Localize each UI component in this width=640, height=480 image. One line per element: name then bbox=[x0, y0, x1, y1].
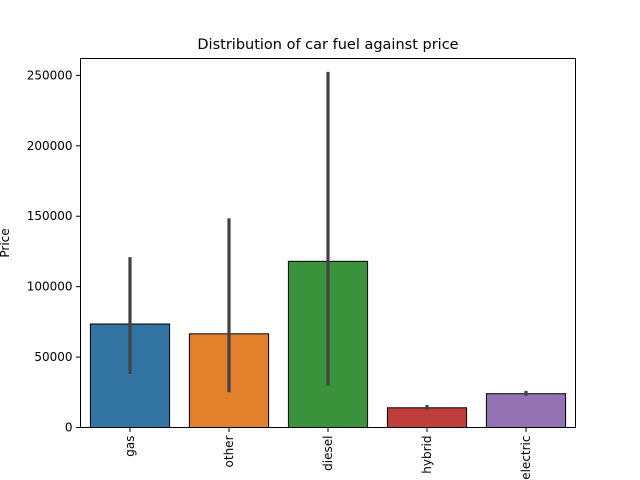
x-tick-label-electric: electric bbox=[519, 436, 533, 480]
bar-electric bbox=[485, 393, 567, 429]
y-tick-label: 100000 bbox=[27, 280, 73, 294]
y-tick-label: 200000 bbox=[27, 139, 73, 153]
x-tick-label-hybrid: hybrid bbox=[420, 436, 434, 474]
x-tick-label-diesel: diesel bbox=[321, 436, 335, 471]
y-tick-label: 150000 bbox=[27, 209, 73, 223]
error-bars-group bbox=[128, 71, 528, 410]
bar-hybrid bbox=[386, 407, 468, 428]
plot-frame bbox=[80, 58, 576, 428]
x-tick-label-gas: gas bbox=[123, 436, 137, 457]
y-tick-label: 0 bbox=[65, 421, 73, 435]
y-axis-label: Price bbox=[0, 228, 12, 257]
y-tick-label: 250000 bbox=[27, 68, 73, 82]
y-tick-label: 50000 bbox=[34, 350, 72, 364]
x-tick-label-other: other bbox=[222, 435, 236, 467]
y-axis: 0 50000 100000 150000 200000 250000 bbox=[27, 68, 81, 435]
chart-title: Distribution of car fuel against price bbox=[197, 37, 458, 53]
x-axis: gas other diesel hybrid electric bbox=[123, 427, 533, 480]
